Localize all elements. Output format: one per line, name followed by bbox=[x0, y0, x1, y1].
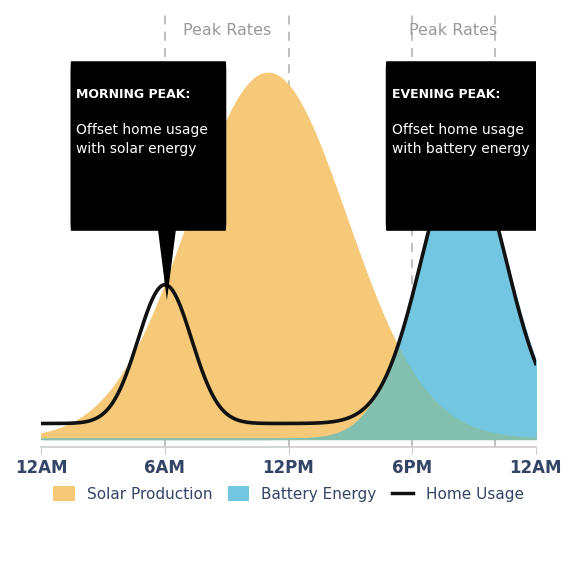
Polygon shape bbox=[447, 162, 468, 219]
Legend: Solar Production, Battery Energy, Home Usage: Solar Production, Battery Energy, Home U… bbox=[47, 480, 530, 508]
FancyBboxPatch shape bbox=[70, 61, 226, 231]
Polygon shape bbox=[156, 219, 177, 300]
Text: Peak Rates: Peak Rates bbox=[409, 23, 497, 38]
Text: Peak Rates: Peak Rates bbox=[182, 23, 271, 38]
Text: EVENING PEAK:: EVENING PEAK: bbox=[392, 88, 500, 101]
FancyBboxPatch shape bbox=[386, 61, 542, 231]
Text: Offset home usage
with solar energy: Offset home usage with solar energy bbox=[76, 123, 208, 156]
Text: Offset home usage
with battery energy: Offset home usage with battery energy bbox=[392, 123, 529, 156]
Text: MORNING PEAK:: MORNING PEAK: bbox=[76, 88, 190, 101]
